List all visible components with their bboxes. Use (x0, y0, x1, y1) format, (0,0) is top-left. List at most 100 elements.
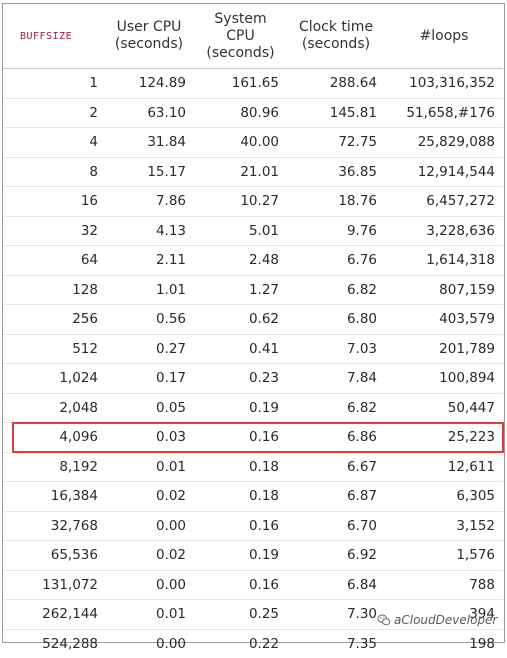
cell-clock-time: 36.85 (287, 157, 385, 187)
watermark: aCloudDeveloper (377, 613, 497, 627)
cell-system-cpu: 0.16 (194, 570, 287, 600)
cell-user-cpu: 63.10 (104, 98, 194, 128)
cell-loops: 3,152 (385, 511, 503, 541)
cell-system-cpu: 0.19 (194, 541, 287, 571)
cell-system-cpu: 10.27 (194, 187, 287, 217)
cell-buffsize: 1,024 (3, 364, 104, 394)
cell-user-cpu: 0.01 (104, 452, 194, 482)
cell-user-cpu: 0.00 (104, 511, 194, 541)
cell-buffsize: 262,144 (3, 600, 104, 630)
cell-system-cpu: 21.01 (194, 157, 287, 187)
cell-loops: 6,305 (385, 482, 503, 512)
cell-system-cpu: 161.65 (194, 69, 287, 99)
cell-user-cpu: 0.05 (104, 393, 194, 423)
cell-buffsize: 4 (3, 128, 104, 158)
cell-system-cpu: 0.41 (194, 334, 287, 364)
cell-buffsize: 512 (3, 334, 104, 364)
cell-user-cpu: 0.03 (104, 423, 194, 453)
cell-loops: 3,228,636 (385, 216, 503, 246)
cell-user-cpu: 124.89 (104, 69, 194, 99)
cell-loops: 6,457,272 (385, 187, 503, 217)
cell-system-cpu: 0.23 (194, 364, 287, 394)
cell-system-cpu: 80.96 (194, 98, 287, 128)
cell-buffsize: 8,192 (3, 452, 104, 482)
cell-system-cpu: 0.18 (194, 482, 287, 512)
watermark-text: aCloudDeveloper (394, 613, 497, 627)
cell-user-cpu: 0.00 (104, 570, 194, 600)
cell-system-cpu: 0.16 (194, 423, 287, 453)
cell-buffsize: 32 (3, 216, 104, 246)
cell-loops: 51,658,#176 (385, 98, 503, 128)
cell-loops: 12,611 (385, 452, 503, 482)
cell-clock-time: 6.67 (287, 452, 385, 482)
cell-clock-time: 7.30 (287, 600, 385, 630)
cell-clock-time: 288.64 (287, 69, 385, 99)
cell-clock-time: 6.70 (287, 511, 385, 541)
cell-clock-time: 7.84 (287, 364, 385, 394)
cell-loops: 100,894 (385, 364, 503, 394)
cell-system-cpu: 5.01 (194, 216, 287, 246)
cell-clock-time: 7.03 (287, 334, 385, 364)
cell-clock-time: 6.92 (287, 541, 385, 571)
table-frame: BUFFSIZE User CPU (seconds) System CPU (… (2, 3, 505, 643)
cell-buffsize: 2,048 (3, 393, 104, 423)
table-header: BUFFSIZE User CPU (seconds) System CPU (… (3, 4, 503, 69)
cell-user-cpu: 1.01 (104, 275, 194, 305)
cell-buffsize: 4,096 (3, 423, 104, 453)
cell-user-cpu: 31.84 (104, 128, 194, 158)
cell-system-cpu: 1.27 (194, 275, 287, 305)
cell-buffsize: 8 (3, 157, 104, 187)
cell-clock-time: 6.87 (287, 482, 385, 512)
cell-clock-time: 6.82 (287, 393, 385, 423)
cell-loops: 807,159 (385, 275, 503, 305)
wechat-icon (377, 613, 391, 627)
cell-loops: 1,576 (385, 541, 503, 571)
cell-buffsize: 131,072 (3, 570, 104, 600)
cell-buffsize: 65,536 (3, 541, 104, 571)
cell-user-cpu: 2.11 (104, 246, 194, 276)
cell-loops: 25,223 (385, 423, 503, 453)
cell-loops: 25,829,088 (385, 128, 503, 158)
cell-loops: 198 (385, 629, 503, 658)
cell-clock-time: 72.75 (287, 128, 385, 158)
cell-system-cpu: 0.18 (194, 452, 287, 482)
cell-system-cpu: 2.48 (194, 246, 287, 276)
cell-clock-time: 18.76 (287, 187, 385, 217)
cell-system-cpu: 0.19 (194, 393, 287, 423)
cell-user-cpu: 0.00 (104, 629, 194, 658)
header-buffsize: BUFFSIZE (3, 4, 104, 69)
cell-user-cpu: 0.02 (104, 541, 194, 571)
cell-clock-time: 6.84 (287, 570, 385, 600)
cell-user-cpu: 0.17 (104, 364, 194, 394)
cell-clock-time: 145.81 (287, 98, 385, 128)
header-loops: #loops (385, 4, 503, 69)
cell-buffsize: 256 (3, 305, 104, 335)
cell-buffsize: 64 (3, 246, 104, 276)
cell-loops: 12,914,544 (385, 157, 503, 187)
header-system-cpu: System CPU (seconds) (194, 4, 287, 69)
cell-buffsize: 128 (3, 275, 104, 305)
cell-user-cpu: 0.56 (104, 305, 194, 335)
cell-clock-time: 7.35 (287, 629, 385, 658)
cell-loops: 1,614,318 (385, 246, 503, 276)
cell-user-cpu: 0.02 (104, 482, 194, 512)
cell-system-cpu: 0.25 (194, 600, 287, 630)
cell-user-cpu: 0.27 (104, 334, 194, 364)
